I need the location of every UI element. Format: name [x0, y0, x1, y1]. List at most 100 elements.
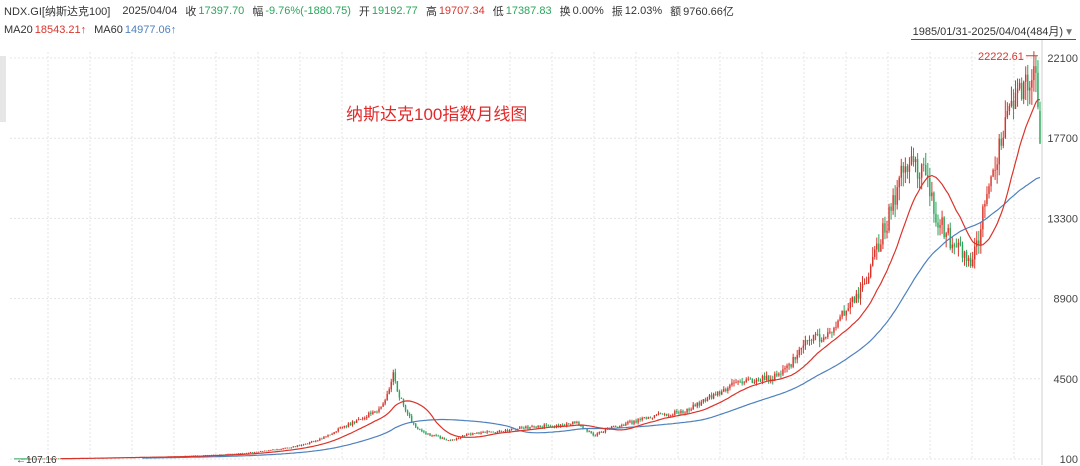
- y-tick-label: 4500: [1054, 374, 1078, 386]
- candle-body: [323, 436, 325, 439]
- candle-body: [331, 434, 333, 435]
- candle-body: [839, 316, 841, 321]
- candle-body: [337, 428, 339, 432]
- date-range-text: 1985/01/31-2025/04/04(484月): [912, 26, 1064, 38]
- candle-body: [231, 453, 233, 455]
- candle-body: [431, 435, 433, 437]
- candle-body: [961, 245, 964, 258]
- candle-body: [527, 426, 529, 429]
- candle-body: [847, 308, 849, 311]
- candle-body: [902, 165, 905, 173]
- candle-body: [335, 431, 337, 433]
- candle-body: [920, 164, 923, 178]
- candle-body: [394, 372, 397, 382]
- candle-body: [429, 433, 431, 436]
- candle-body: [500, 430, 503, 432]
- candle-body: [835, 327, 837, 328]
- candle-body: [272, 449, 274, 451]
- candle-body: [45, 458, 48, 460]
- candle-body: [1006, 110, 1009, 118]
- candle-body: [294, 446, 297, 448]
- scroll-handle[interactable]: [0, 56, 6, 122]
- candle-body: [55, 458, 58, 460]
- candle-body: [774, 373, 776, 381]
- date-range-selector[interactable]: 1985/01/31-2025/04/04(484月)▼: [910, 23, 1076, 40]
- annotations: 22222.61 ←107.16: [14, 51, 1038, 466]
- candle-body: [523, 427, 525, 429]
- candle-body: [353, 421, 356, 423]
- candle-body: [941, 217, 943, 225]
- candle-body: [849, 302, 851, 309]
- candle-body: [610, 426, 613, 429]
- candle-body: [247, 452, 250, 454]
- candle-body: [406, 410, 409, 414]
- candle-body: [351, 421, 354, 426]
- candle-body: [682, 410, 684, 414]
- low-label: 低: [492, 6, 504, 18]
- candle-body: [914, 159, 917, 163]
- candle-body: [547, 425, 550, 427]
- candle-body: [672, 414, 674, 416]
- candle-body: [855, 293, 858, 303]
- candle-body: [321, 438, 323, 440]
- candle-body: [686, 408, 688, 413]
- candle-body: [602, 432, 605, 433]
- candle-body: [645, 417, 647, 419]
- candle-body: [865, 283, 868, 284]
- candle-body: [1037, 72, 1039, 108]
- symbol-name: NDX.GI[纳斯达克100]: [4, 6, 111, 18]
- candles: [21, 51, 1041, 460]
- candle-body: [698, 402, 701, 406]
- candle-body: [749, 378, 752, 380]
- candle-body: [935, 213, 937, 223]
- high-value: 19707.34: [438, 5, 485, 17]
- candle-body: [31, 458, 33, 460]
- candle-body: [716, 391, 719, 396]
- candle-body: [545, 424, 548, 426]
- candle-body: [739, 381, 741, 383]
- candle-body: [35, 458, 38, 460]
- ma60-path: [142, 176, 1041, 459]
- candle-body: [398, 391, 401, 398]
- candle-body: [582, 425, 584, 429]
- candle-body: [806, 340, 809, 342]
- candle-body: [876, 243, 878, 250]
- candle-body: [533, 426, 535, 428]
- candle-body: [421, 429, 423, 432]
- candle-body: [361, 418, 364, 420]
- candle-body: [945, 233, 947, 238]
- candle-body: [851, 297, 854, 303]
- candle-body: [957, 242, 960, 248]
- candle-body: [812, 335, 815, 341]
- candle-body: [670, 415, 672, 417]
- candle-body: [274, 449, 276, 451]
- candle-body: [688, 408, 690, 411]
- candle-body: [751, 379, 754, 383]
- candle-body: [586, 428, 588, 432]
- candle-body: [1031, 80, 1033, 88]
- candle-body: [959, 242, 962, 246]
- candle-body: [890, 206, 892, 211]
- candle-body: [537, 425, 539, 428]
- candle-body: [484, 432, 486, 433]
- candle-body: [259, 451, 262, 452]
- candle-body: [359, 419, 362, 420]
- candle-body: [543, 424, 545, 428]
- candle-body: [563, 424, 566, 426]
- candle-body: [794, 356, 796, 360]
- candle-body: [718, 391, 721, 395]
- candle-body: [980, 229, 982, 245]
- candle-body: [831, 331, 833, 333]
- candle-body: [755, 379, 758, 383]
- candle-body: [425, 432, 427, 435]
- candle-body: [366, 417, 368, 419]
- candle-body: [971, 259, 974, 267]
- candle-body: [300, 445, 303, 446]
- candle-body: [931, 192, 933, 197]
- candle-body: [655, 414, 658, 416]
- candle-body: [268, 450, 270, 452]
- candle-body: [594, 435, 596, 437]
- triangle-down-icon[interactable]: ▼: [1064, 27, 1074, 38]
- candle-body: [296, 445, 299, 447]
